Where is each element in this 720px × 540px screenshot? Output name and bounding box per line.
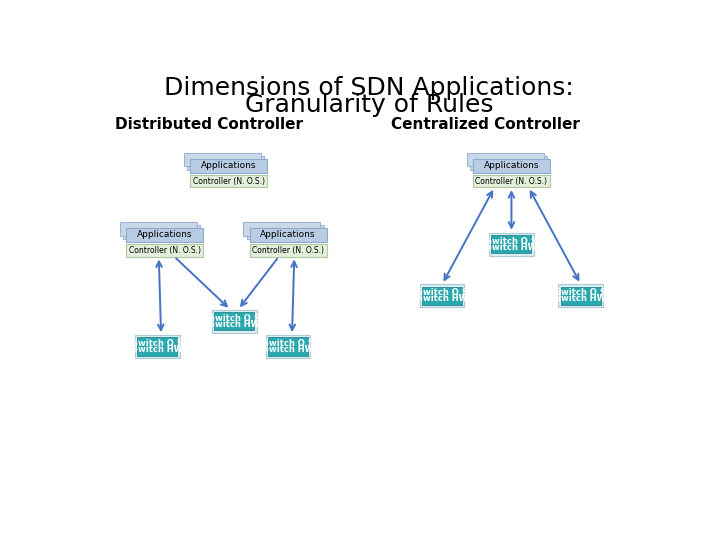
Text: Switch O.S: Switch O.S	[209, 314, 260, 322]
FancyBboxPatch shape	[470, 156, 547, 170]
Text: Centralized Controller: Centralized Controller	[390, 117, 580, 132]
FancyBboxPatch shape	[250, 228, 327, 242]
Text: Controller (N. O.S.): Controller (N. O.S.)	[193, 177, 265, 186]
FancyBboxPatch shape	[473, 175, 550, 187]
FancyBboxPatch shape	[127, 244, 204, 256]
Text: Granularity of Rules: Granularity of Rules	[245, 93, 493, 117]
Text: Switch HW: Switch HW	[209, 320, 260, 329]
Text: Switch O.S: Switch O.S	[486, 237, 537, 246]
Text: Applications: Applications	[484, 161, 539, 170]
FancyBboxPatch shape	[266, 335, 310, 358]
FancyBboxPatch shape	[492, 235, 531, 253]
Text: Switch O.S: Switch O.S	[132, 339, 183, 348]
Text: Switch HW: Switch HW	[486, 243, 537, 252]
FancyBboxPatch shape	[215, 312, 254, 330]
FancyBboxPatch shape	[184, 153, 261, 166]
FancyBboxPatch shape	[559, 284, 603, 307]
Text: Controller (N. O.S.): Controller (N. O.S.)	[475, 177, 547, 186]
FancyBboxPatch shape	[187, 156, 264, 170]
FancyBboxPatch shape	[422, 287, 462, 305]
FancyBboxPatch shape	[268, 338, 308, 356]
FancyBboxPatch shape	[120, 222, 197, 236]
FancyBboxPatch shape	[127, 228, 204, 242]
FancyBboxPatch shape	[135, 335, 179, 358]
Text: Switch O.S: Switch O.S	[263, 339, 314, 348]
FancyBboxPatch shape	[138, 338, 177, 356]
FancyBboxPatch shape	[250, 244, 327, 256]
FancyBboxPatch shape	[190, 175, 267, 187]
FancyBboxPatch shape	[420, 284, 464, 307]
Text: Dimensions of SDN Applications:: Dimensions of SDN Applications:	[164, 76, 574, 100]
FancyBboxPatch shape	[123, 225, 200, 239]
Text: Switch O.S: Switch O.S	[417, 288, 467, 297]
Text: Switch HW: Switch HW	[263, 345, 314, 354]
Text: Distributed Controller: Distributed Controller	[115, 117, 303, 132]
FancyBboxPatch shape	[190, 159, 267, 173]
Text: Applications: Applications	[201, 161, 256, 170]
Text: Switch HW: Switch HW	[132, 345, 183, 354]
FancyBboxPatch shape	[489, 233, 534, 256]
Text: Controller (N. O.S.): Controller (N. O.S.)	[252, 246, 324, 255]
FancyBboxPatch shape	[473, 159, 550, 173]
Text: Applications: Applications	[138, 231, 193, 239]
FancyBboxPatch shape	[243, 222, 320, 236]
Text: Controller (N. O.S.): Controller (N. O.S.)	[129, 246, 201, 255]
Text: Switch O.S: Switch O.S	[555, 288, 606, 297]
FancyBboxPatch shape	[561, 287, 600, 305]
FancyBboxPatch shape	[246, 225, 323, 239]
Text: Switch HW: Switch HW	[417, 294, 467, 303]
FancyBboxPatch shape	[467, 153, 544, 166]
Text: Applications: Applications	[261, 231, 316, 239]
Text: Switch HW: Switch HW	[555, 294, 606, 303]
FancyBboxPatch shape	[212, 309, 256, 333]
